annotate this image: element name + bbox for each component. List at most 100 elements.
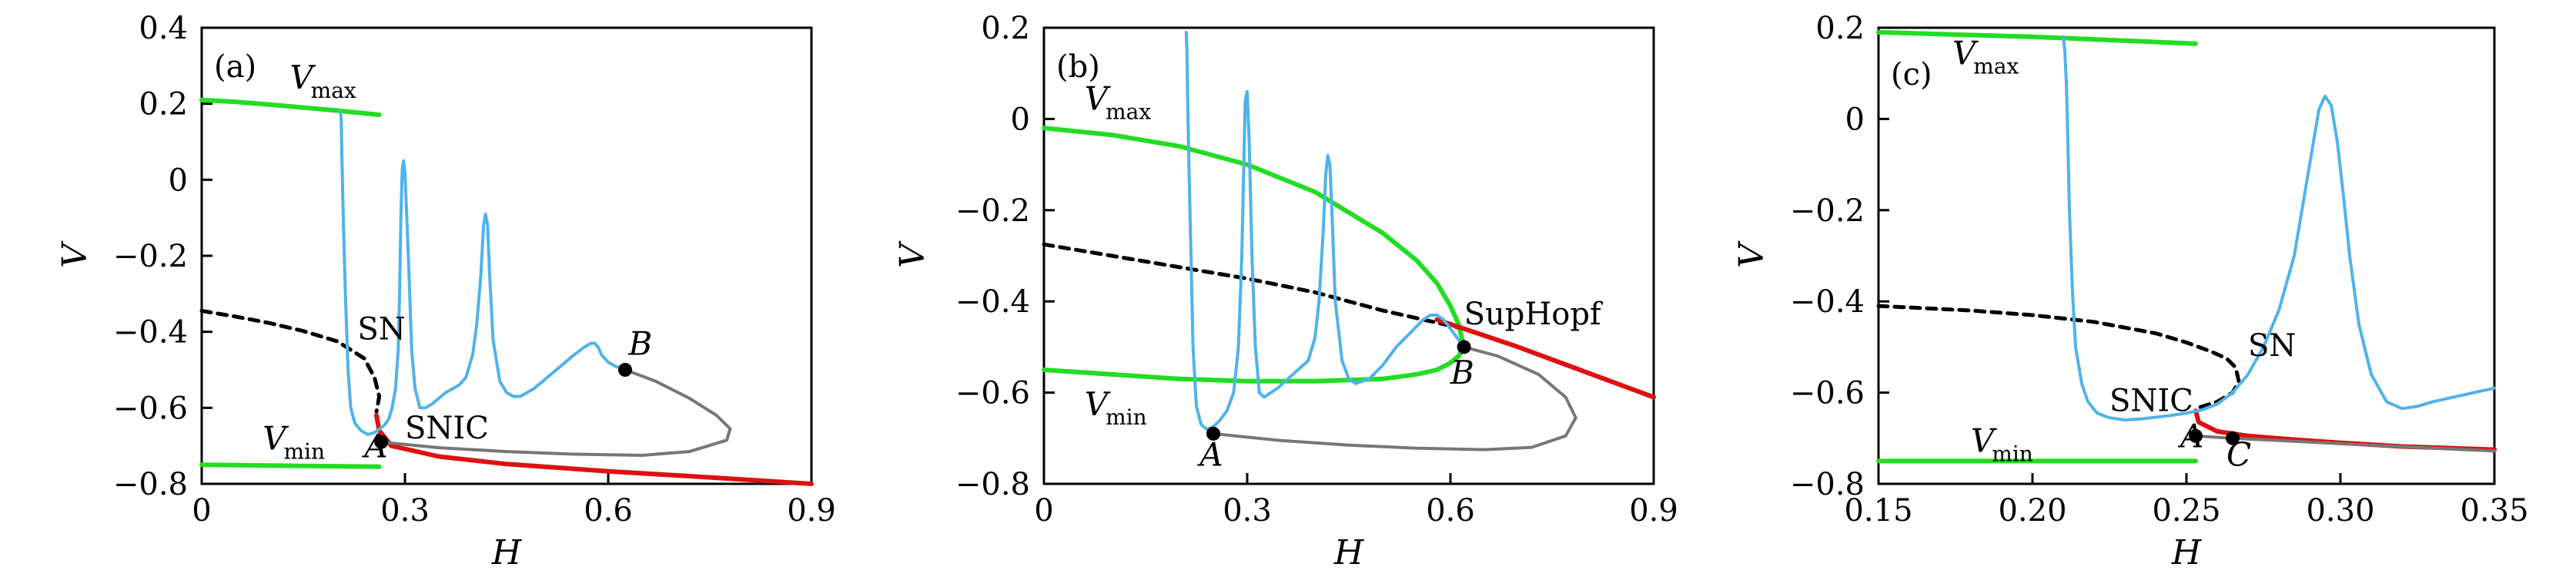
y-axis: 0.4 0.2 0 −0.2 −0.4 −0.6 −0.8: [113, 11, 212, 502]
y-axis-label: V: [1732, 240, 1771, 268]
panel-label: (a): [214, 49, 256, 85]
x-axis: 0 0.3 0.6 0.9: [192, 473, 836, 529]
y-axis-label: V: [893, 240, 932, 268]
x-tick-label: 0: [192, 493, 211, 529]
y-axis: 0.2 0 −0.2 −0.4 −0.6 −0.8: [955, 11, 1055, 502]
annotation-subscript: max: [1973, 53, 2019, 79]
series-stable-equilibrium: [374, 413, 814, 486]
plot-area: [199, 97, 814, 486]
y-tick-label: −0.8: [955, 467, 1030, 502]
y-tick-label: −0.6: [1790, 376, 1865, 411]
x-axis-label: H: [2171, 533, 2203, 572]
x-tick-label: 0.20: [1998, 493, 2066, 529]
point-A: [1206, 426, 1220, 441]
y-tick-label: 0.2: [981, 11, 1030, 46]
annotation-label: V: [1971, 422, 1997, 460]
annotation-label: SNIC: [405, 411, 489, 446]
y-axis: 0.2 0 −0.2 −0.4 −0.6 −0.8: [1790, 11, 1889, 502]
point-A: [2189, 428, 2203, 443]
annotation-label: SN: [357, 312, 405, 347]
x-tick-label: 0.30: [2306, 493, 2374, 529]
point-B: [1457, 340, 1471, 354]
y-tick-label: 0: [1845, 102, 1865, 137]
point-C: [2226, 431, 2240, 445]
x-axis-label: H: [1333, 533, 1365, 572]
plot-area: [1876, 29, 2497, 464]
y-axis-label: V: [55, 240, 95, 268]
y-tick-label: 0: [169, 163, 188, 198]
annotation-label: A: [2177, 418, 2203, 455]
x-tick-label: 0.6: [1426, 493, 1475, 529]
plot-area: [1042, 30, 1656, 451]
x-axis-label: H: [491, 533, 523, 572]
x-tick-label: 0.9: [1629, 493, 1678, 529]
series-unstable-orbit: [2194, 434, 2496, 453]
x-tick-label: 0: [1034, 493, 1053, 529]
y-tick-label: −0.4: [955, 284, 1030, 320]
panel-a: 0 0.3 0.6 0.9 0.40.20−0.2−0.4−0.6−0.8 VmaxV…: [55, 11, 836, 572]
series-unstable-orbit: [380, 368, 732, 457]
x-axis: 0.15 0.20 0.25 0.30 0.35: [1844, 473, 2529, 529]
annotation-label: SNIC: [2109, 383, 2193, 418]
annotation-subscript: min: [1992, 441, 2033, 467]
y-tick-label: −0.4: [1790, 284, 1865, 320]
series-vmin-stable: [1042, 344, 1467, 384]
annotation-label: V: [289, 59, 316, 96]
annotation-label: SupHopf: [1464, 297, 1604, 332]
point-A: [374, 435, 389, 449]
series-unstable-branch: [199, 309, 382, 414]
annotation-label: V: [1085, 385, 1111, 423]
y-tick-label: −0.4: [113, 315, 188, 351]
series-trajectory: [339, 109, 627, 436]
y-tick-label: −0.2: [955, 193, 1030, 229]
x-axis: 0 0.3 0.6 0.9: [1034, 473, 1678, 529]
y-tick-label: 0.4: [139, 11, 188, 46]
annotation-label: B: [1450, 354, 1474, 391]
annotation-label: C: [2226, 435, 2251, 473]
plot-frame: [1042, 26, 1655, 485]
annotation-label: SN: [2248, 328, 2296, 364]
x-tick-label: 0.9: [787, 493, 836, 529]
series-vmax-stable: [1042, 126, 1467, 350]
x-tick-label: 0.35: [2460, 493, 2528, 529]
y-tick-label: −0.6: [955, 376, 1030, 411]
y-tick-label: −0.2: [113, 239, 188, 274]
y-tick-label: −0.8: [113, 467, 188, 502]
annotation-label: V: [263, 420, 289, 458]
panel-c: 0.15 0.20 0.25 0.30 0.35 0.20−0.2−0.4−0.6−0.…: [1732, 11, 2529, 572]
series-trajectory: [1184, 30, 1466, 431]
y-tick-label: −0.8: [1790, 467, 1865, 502]
series-unstable-orbit: [1212, 345, 1577, 451]
annotation-label: B: [627, 324, 652, 362]
y-tick-label: −0.2: [1790, 193, 1865, 229]
annotation-label: A: [361, 427, 387, 465]
annotation-subscript: max: [1106, 99, 1151, 125]
series-vmax-stable: [199, 97, 382, 117]
y-tick-label: −0.6: [113, 391, 188, 426]
series-vmin-stable: [199, 462, 382, 469]
series-trajectory: [2062, 35, 2496, 422]
annotation-subscript: min: [1106, 404, 1147, 430]
annotation-label: V: [1085, 80, 1111, 118]
x-tick-label: 0.3: [1223, 493, 1272, 529]
panel-label: (b): [1056, 49, 1100, 85]
x-tick-label: 0.6: [584, 493, 633, 529]
y-tick-label: 0: [1011, 102, 1030, 137]
annotation-label: V: [1952, 34, 1979, 72]
annotation-subscript: min: [283, 439, 325, 465]
x-tick-label: 0.25: [2152, 493, 2220, 529]
y-tick-label: 0.2: [139, 87, 188, 123]
series-unstable-branch: [1042, 242, 1467, 331]
point-B: [618, 363, 632, 377]
annotation-subscript: max: [311, 78, 356, 103]
series-stable-equilibrium: [1434, 317, 1656, 400]
y-tick-label: 0.2: [1815, 11, 1865, 46]
x-tick-label: 0.15: [1844, 493, 1912, 529]
x-tick-label: 0.3: [380, 493, 430, 529]
series-vmax-stable: [1876, 29, 2198, 46]
annotation-label: A: [1196, 435, 1223, 473]
